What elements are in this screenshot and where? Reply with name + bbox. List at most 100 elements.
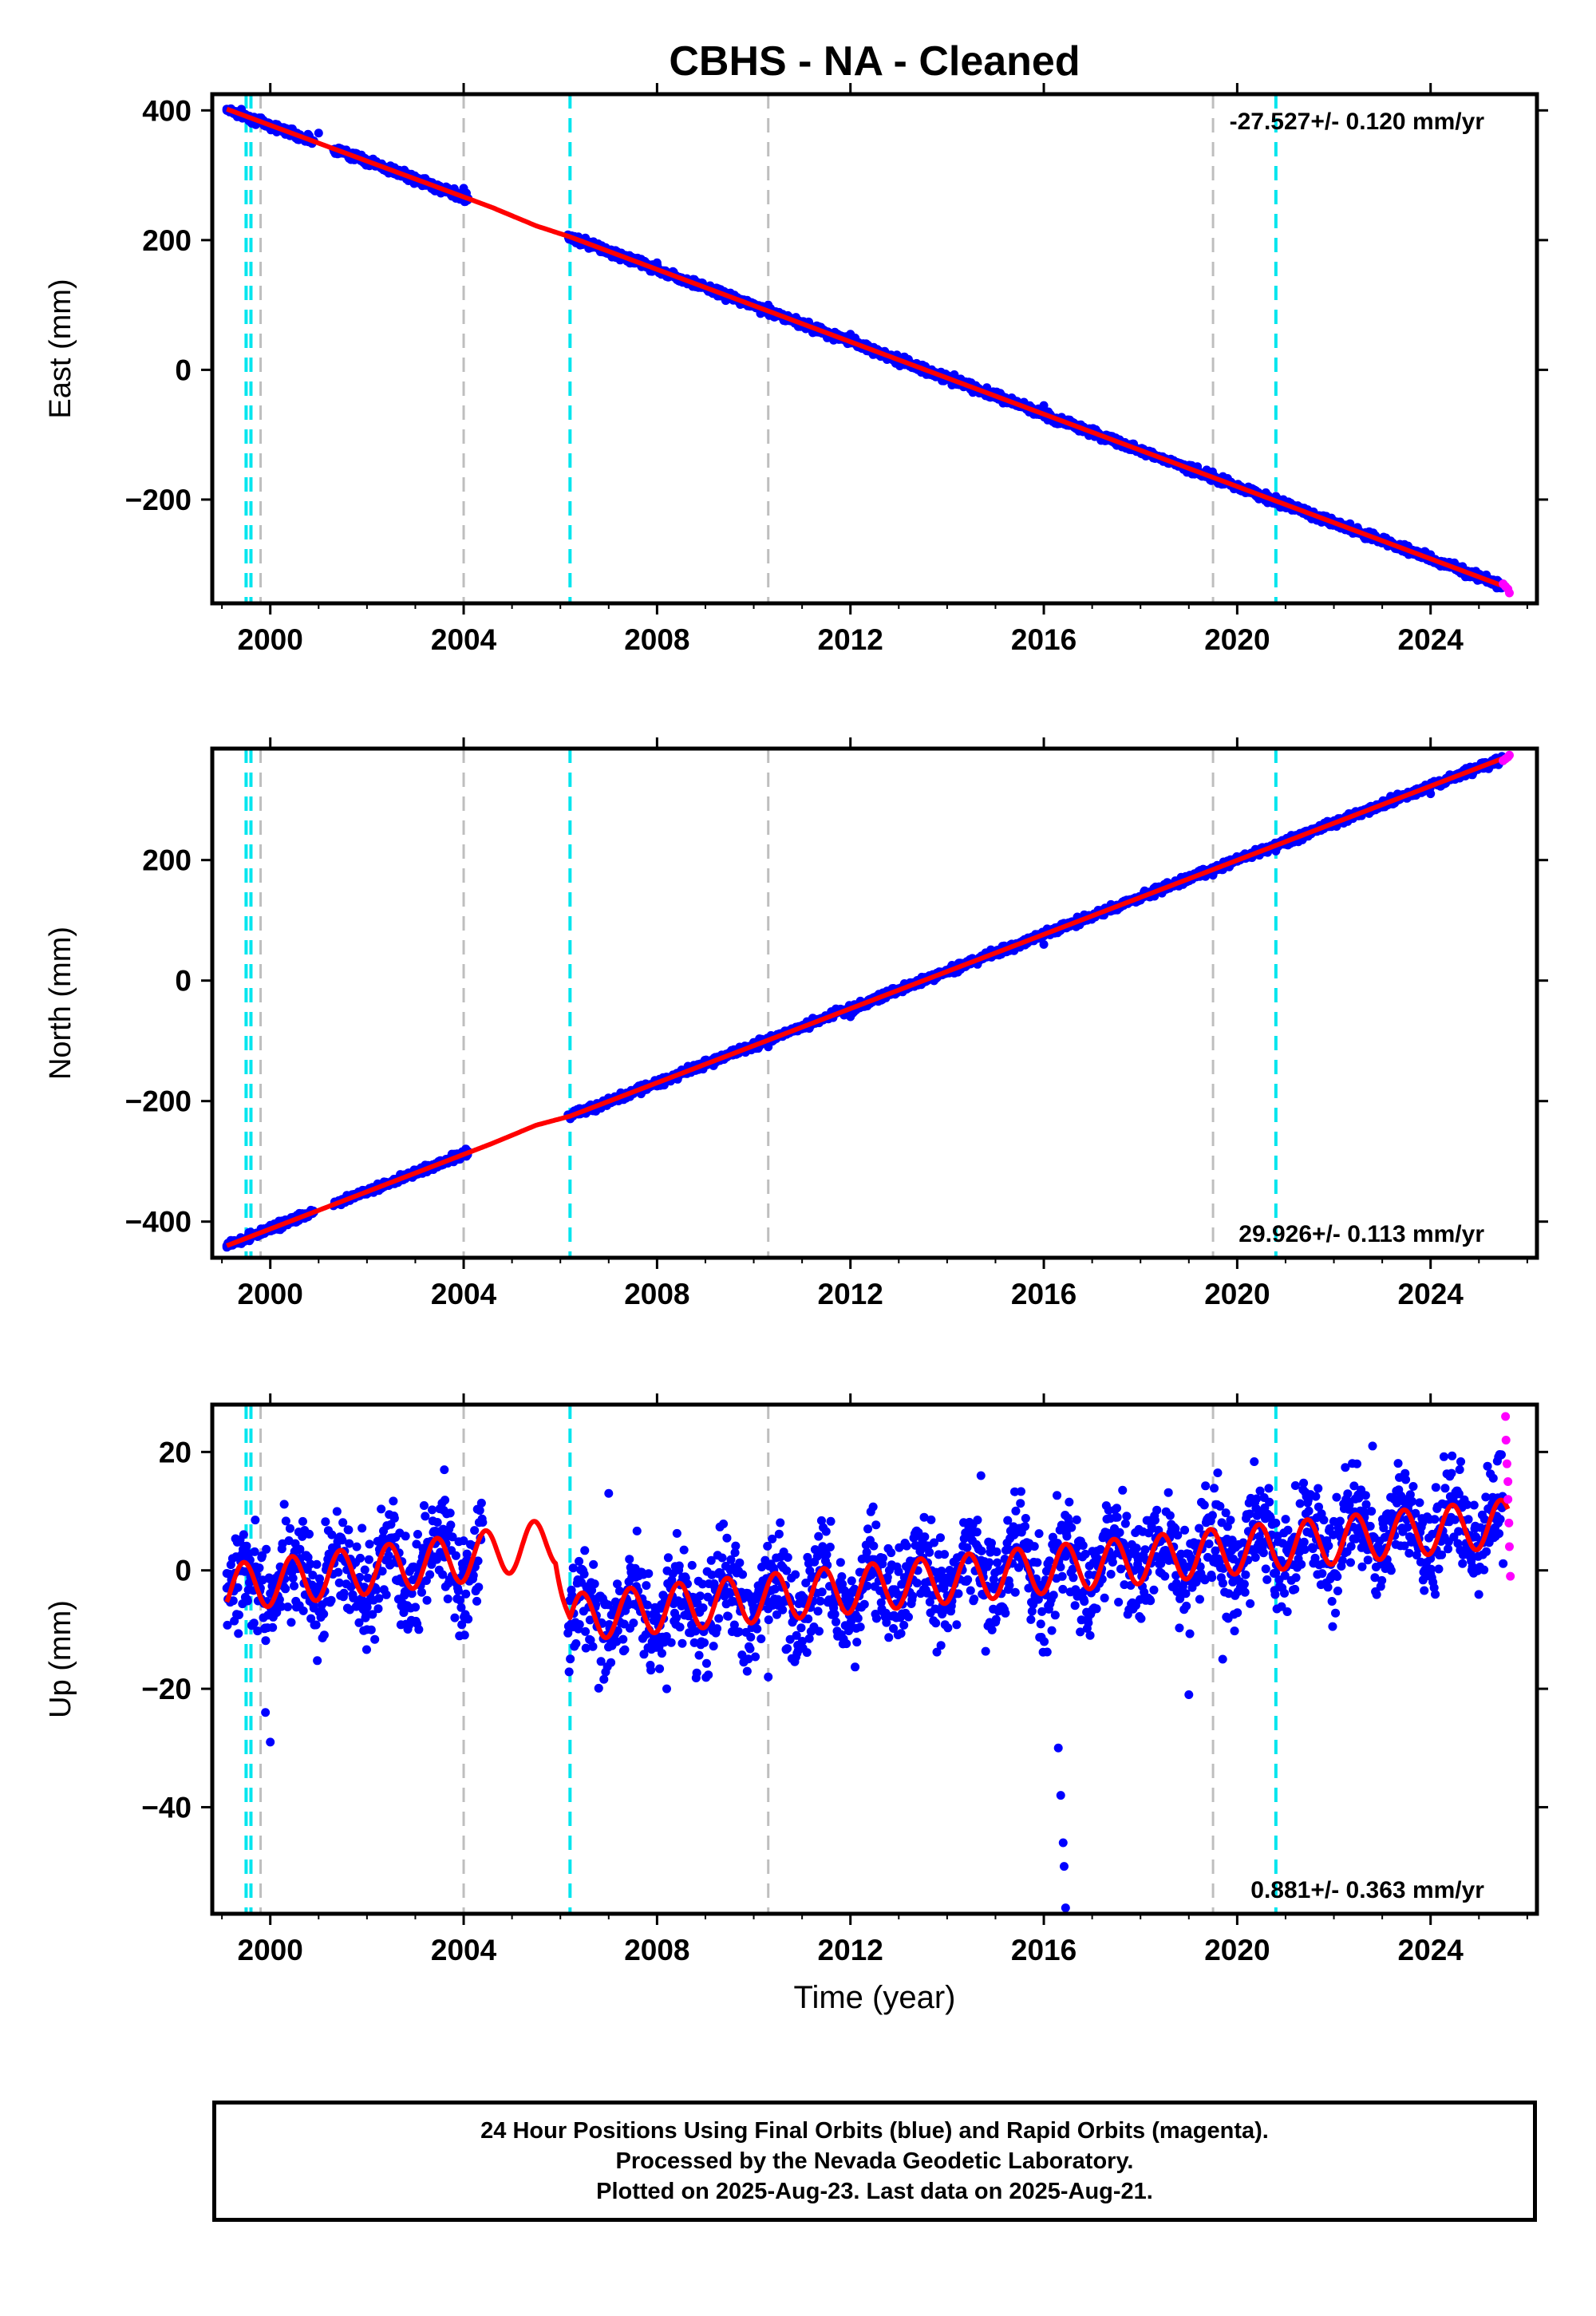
velocity-rate-label: 29.926+/- 0.113 mm/yr [1238, 1221, 1484, 1247]
x-tick-label: 2004 [431, 1934, 497, 1966]
model-fit-line [225, 106, 1510, 591]
final-orbit-point [764, 1042, 773, 1052]
final-orbit-point [1271, 846, 1281, 856]
plot-frame [210, 92, 1539, 606]
final-orbit-point [1039, 939, 1049, 949]
final-orbit-point [1056, 1791, 1065, 1800]
final-orbit-point [1218, 1654, 1227, 1664]
plot-frame [210, 1402, 1539, 1916]
x-tick-label: 2012 [818, 1278, 883, 1310]
plot-area [222, 1405, 1515, 1914]
final-orbit-point [604, 1488, 614, 1498]
model-fit-line [224, 1497, 1511, 1641]
panels: 2000 2004 2008 2012 2016 2020 2024−2000200400E… [44, 83, 1548, 2015]
final-orbit-point [764, 1672, 773, 1682]
rapid-orbit-point [1501, 1412, 1511, 1421]
final-orbit-point [1059, 1862, 1069, 1871]
rapid-orbit-point [1502, 1459, 1511, 1468]
rapid-orbit-point [1504, 750, 1514, 760]
y-axis-label: North (mm) [44, 927, 77, 1080]
y-axis-label: Up (mm) [44, 1600, 77, 1718]
rapid-orbit-point [1504, 1542, 1514, 1551]
y-tick-label: 200 [142, 224, 192, 257]
y-tick-label: 0 [175, 965, 192, 998]
y-tick-label: 20 [159, 1436, 192, 1468]
final-orbit-point [459, 1536, 468, 1546]
x-tick-label: 2008 [624, 1278, 689, 1310]
final-orbit-point [662, 1684, 671, 1694]
final-orbit-point [976, 1471, 986, 1480]
final-orbit-point [1053, 1743, 1063, 1753]
panel-north: 2000 2004 2008 2012 2016 2020 2024 −400 −200 0 200… [44, 737, 1548, 1310]
final-orbit-points [222, 1450, 1508, 1693]
final-orbit-point [459, 184, 468, 193]
y-tick-label: −200 [125, 1085, 192, 1118]
final-orbit-point [1494, 1518, 1503, 1528]
footer-box: 24 Hour Positions Using Final Orbits (bl… [212, 2101, 1537, 2222]
final-orbit-point [440, 1465, 449, 1475]
footer-line-orbits: 24 Hour Positions Using Final Orbits (bl… [480, 2118, 1269, 2144]
x-tick-label: 2004 [431, 1278, 497, 1310]
rapid-orbit-point [1506, 1571, 1515, 1581]
x-tick-label: 2020 [1204, 1934, 1270, 1966]
final-orbit-point [846, 1012, 855, 1022]
final-orbit-point [652, 258, 662, 267]
plot-area [222, 94, 1514, 603]
y-tick-label: −200 [125, 484, 192, 516]
final-orbit-point [261, 1708, 271, 1717]
rapid-orbit-point [1501, 1436, 1511, 1445]
final-orbit-point [1426, 789, 1436, 799]
footer-line-processed: Processed by the Nevada Geodetic Laborat… [615, 2148, 1134, 2174]
y-tick-label: −40 [141, 1791, 192, 1824]
rapid-orbit-point [1504, 1518, 1514, 1528]
final-orbit-point [1368, 1441, 1377, 1451]
final-orbit-point [1061, 1903, 1070, 1913]
x-tick-label: 2004 [431, 623, 497, 656]
y-tick-label: −20 [141, 1673, 192, 1705]
model-fit-line [225, 754, 1510, 1248]
panel-east: 2000 2004 2008 2012 2016 2020 2024 −200 0 200 400 E… [44, 83, 1548, 656]
y-tick-label: 200 [142, 844, 192, 877]
x-tick-label: 2024 [1398, 623, 1464, 656]
final-orbit-point [1058, 1838, 1068, 1848]
x-tick-label: 2016 [1011, 1278, 1077, 1310]
final-orbit-point [846, 330, 855, 339]
y-tick-label: 0 [175, 1555, 192, 1587]
x-tick-label: 2016 [1011, 623, 1077, 656]
velocity-rate-label: 0.881+/- 0.363 mm/yr [1250, 1877, 1484, 1903]
y-tick-label: 0 [175, 354, 192, 386]
x-tick-label: 2012 [818, 1934, 883, 1966]
final-orbit-point [1208, 871, 1218, 880]
rapid-orbit-point [1503, 1476, 1513, 1486]
x-tick-label: 2020 [1204, 623, 1270, 656]
y-tick-label: −400 [125, 1206, 192, 1239]
x-axis-label: Time (year) [794, 1980, 956, 2015]
x-tick-label: 2008 [624, 1934, 689, 1966]
final-orbit-point [1271, 1518, 1281, 1528]
y-axis-label: East (mm) [44, 279, 77, 418]
final-orbit-point [1039, 401, 1049, 410]
x-tick-label: 2000 [238, 1278, 303, 1310]
final-orbit-point [314, 128, 323, 138]
final-orbit-point [266, 1737, 275, 1747]
final-orbit-point [764, 300, 773, 310]
x-tick-label: 2012 [818, 623, 883, 656]
x-tick-label: 2020 [1204, 1278, 1270, 1310]
velocity-rate-label: -27.527+/- 0.120 mm/yr [1230, 109, 1485, 135]
x-tick-label: 2008 [624, 623, 689, 656]
y-tick-label: 400 [142, 94, 192, 127]
plot-area [222, 749, 1514, 1258]
x-tick-label: 2024 [1398, 1934, 1464, 1966]
x-tick-label: 2016 [1011, 1934, 1077, 1966]
final-orbit-point [846, 1589, 855, 1599]
rapid-orbit-point [1504, 588, 1514, 598]
panel-up: 2000 2004 2008 2012 2016 2020 2024 −40 −20 0 20 Up … [44, 1393, 1548, 2015]
rapid-orbit-point [1503, 1495, 1513, 1504]
final-orbit-point [1184, 1690, 1194, 1700]
final-orbit-point [362, 1625, 372, 1634]
x-tick-label: 2000 [238, 623, 303, 656]
x-tick-label: 2024 [1398, 1278, 1464, 1310]
footer-line-plotted: Plotted on 2025-Aug-23. Last data on 202… [596, 2179, 1153, 2204]
plot-frame [210, 746, 1539, 1260]
page-title: CBHS - NA - Cleaned [669, 38, 1080, 85]
